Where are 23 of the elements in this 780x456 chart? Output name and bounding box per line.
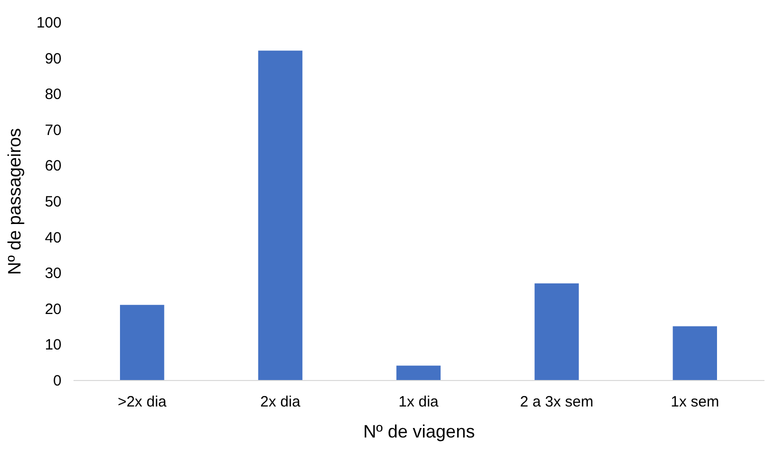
bar [672, 326, 718, 380]
y-tick-label: 80 [44, 86, 62, 104]
x-tick-label: 1x dia [398, 394, 440, 410]
y-axis-title: Nº de passageiros [4, 128, 24, 275]
bar [258, 50, 302, 380]
y-tick-label: 50 [44, 194, 62, 210]
bar [120, 304, 164, 380]
x-tick-label: 2x dia [260, 394, 301, 410]
y-tick-label: 20 [44, 300, 62, 318]
bar [534, 283, 579, 380]
y-tick-label: 10 [44, 336, 62, 354]
bar [396, 366, 441, 380]
y-tick-label: 30 [44, 265, 62, 282]
x-axis-title: Nº de viagens [363, 422, 475, 442]
y-tick-label: 0 [53, 372, 62, 390]
y-tick-label: 100 [36, 14, 62, 32]
y-tick-label: 70 [44, 122, 62, 139]
y-tick-label: 60 [44, 158, 62, 175]
x-tick-label: 1x sem [670, 394, 720, 410]
x-tick-label: 2 a 3x sem [520, 394, 594, 410]
y-tick-label: 40 [44, 229, 62, 246]
y-tick-label: 90 [44, 50, 62, 68]
x-tick-label: >2x dia [118, 394, 168, 410]
